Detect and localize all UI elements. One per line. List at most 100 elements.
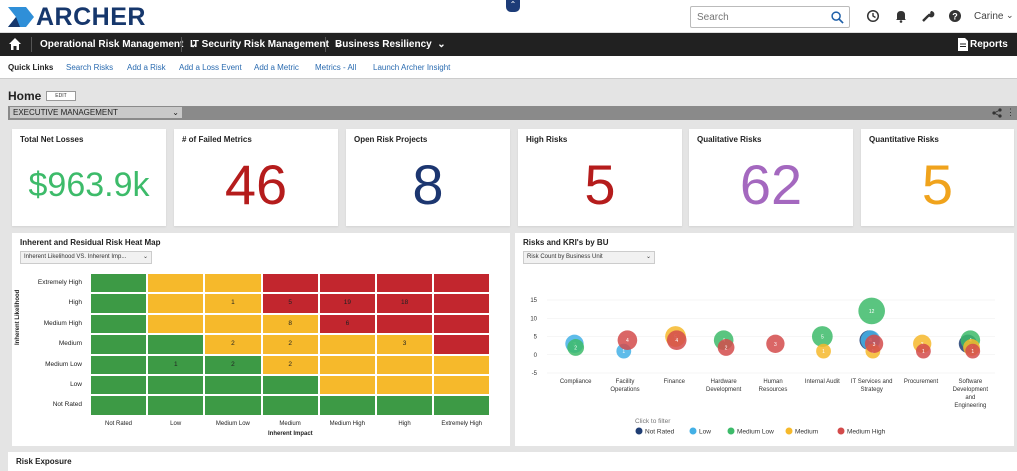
heat-map-select[interactable]: Inherent Likelihood VS. Inherent Imp... … xyxy=(20,251,152,264)
kpi-value: 46 xyxy=(224,153,288,216)
more-options-icon[interactable]: ⋮ xyxy=(1006,107,1015,117)
heat-map-cell[interactable] xyxy=(433,334,491,355)
archer-logo[interactable]: ARCHER xyxy=(8,3,146,31)
share-icon[interactable] xyxy=(992,108,1002,118)
heat-map-cell[interactable]: 2 xyxy=(204,354,262,375)
heat-map-cell[interactable] xyxy=(90,273,148,294)
quick-link-search-risks[interactable]: Search Risks xyxy=(66,63,114,72)
help-icon[interactable]: ? xyxy=(948,9,962,23)
x-tick-label: Finance xyxy=(664,379,686,385)
heat-map-cell[interactable] xyxy=(433,293,491,314)
heat-map-cell[interactable] xyxy=(318,354,376,375)
heat-map-cell[interactable] xyxy=(376,395,434,416)
heat-map-cell[interactable] xyxy=(90,334,148,355)
kpi-card-quantitative-risks[interactable]: Quantitative Risks 5 xyxy=(861,129,1014,226)
kpi-card-failed-metrics[interactable]: # of Failed Metrics 46 xyxy=(174,129,338,226)
heat-map-cell[interactable]: 18 xyxy=(376,293,434,314)
heat-map-cell[interactable] xyxy=(147,375,205,396)
heat-map-cell[interactable] xyxy=(261,273,319,294)
bubble-label: 4 xyxy=(675,338,678,344)
heat-map-cell[interactable] xyxy=(318,334,376,355)
heat-map-cell[interactable] xyxy=(433,354,491,375)
wrench-icon[interactable] xyxy=(921,9,935,23)
nav-item-it-security-risk-management[interactable]: IT Security Risk Management ⌄ xyxy=(190,33,343,56)
heat-map-cell[interactable] xyxy=(261,395,319,416)
search-input[interactable] xyxy=(691,7,821,28)
quick-links-bar: Quick Links Search Risks Add a Risk Add … xyxy=(0,56,1017,79)
heat-map-cell[interactable]: 6 xyxy=(318,313,376,335)
kpi-card-open-risk-projects[interactable]: Open Risk Projects 8 xyxy=(346,129,510,226)
x-tick-label: Procurement xyxy=(904,379,939,385)
bubble-medium-high xyxy=(766,334,785,353)
heat-map-cell[interactable] xyxy=(376,273,434,294)
heat-map-cell[interactable]: 2 xyxy=(261,354,319,375)
user-menu-chevron-icon[interactable]: ⌄ xyxy=(1006,10,1014,20)
heat-map-cell[interactable] xyxy=(147,395,205,416)
heat-map-cell[interactable] xyxy=(147,334,205,355)
heat-map-row-label: Medium High xyxy=(43,319,82,327)
heat-map-cell[interactable] xyxy=(433,375,491,396)
heat-map-cell[interactable] xyxy=(90,395,148,416)
nav-item-business-resiliency[interactable]: Business Resiliency ⌄ xyxy=(335,33,446,56)
bubble-medium xyxy=(816,343,831,359)
heat-map-cell[interactable] xyxy=(318,273,376,294)
heat-map-cell[interactable]: 19 xyxy=(318,293,376,314)
kpi-card-qualitative-risks[interactable]: Qualitative Risks 62 xyxy=(689,129,853,226)
bubble-chart-select[interactable]: Risk Count by Business Unit ⌄ xyxy=(523,251,655,264)
heat-map-cell[interactable]: 8 xyxy=(261,313,319,335)
reports-link[interactable]: Reports xyxy=(970,39,1008,50)
quick-link-add-a-loss-event[interactable]: Add a Loss Event xyxy=(179,63,242,72)
heat-map-cell[interactable] xyxy=(433,273,491,294)
quick-link-add-a-risk[interactable]: Add a Risk xyxy=(127,63,166,72)
search-box[interactable] xyxy=(690,6,850,28)
heat-map-cell[interactable]: 5 xyxy=(261,293,319,314)
heat-map-cell[interactable] xyxy=(318,375,376,396)
heat-map-cell[interactable] xyxy=(90,293,148,314)
search-icon[interactable] xyxy=(831,11,844,24)
nav-item-operational-risk-management[interactable]: Operational Risk Management ⌄ xyxy=(40,33,197,56)
heat-map-cell[interactable]: 3 xyxy=(376,334,434,355)
collapse-header-button[interactable]: ⌃ xyxy=(506,0,520,12)
home-icon[interactable] xyxy=(8,37,22,51)
heat-map-cell[interactable] xyxy=(376,375,434,396)
edit-button[interactable]: EDIT xyxy=(46,91,76,101)
bubble-medium-high xyxy=(666,330,687,350)
kpi-card-total-net-losses[interactable]: Total Net Losses $963.9k xyxy=(12,129,166,226)
heat-map-cell[interactable]: 1 xyxy=(204,293,262,314)
quick-link-metrics-all[interactable]: Metrics - All xyxy=(315,63,357,72)
history-icon[interactable] xyxy=(866,9,880,23)
kpi-card-high-risks[interactable]: High Risks 5 xyxy=(518,129,682,226)
heat-map-cell[interactable] xyxy=(204,273,262,294)
kpi-value: 62 xyxy=(739,153,803,216)
dashboard-select[interactable]: EXECUTIVE MANAGEMENT ⌄ xyxy=(10,107,182,118)
heat-map-cell[interactable] xyxy=(147,293,205,314)
heat-map-cell[interactable] xyxy=(147,273,205,294)
heat-map-cell[interactable] xyxy=(147,313,205,335)
bubble-label: 1 xyxy=(971,349,974,355)
notifications-bell-icon[interactable] xyxy=(894,9,908,23)
heat-map-cell[interactable] xyxy=(204,375,262,396)
heat-map-cell[interactable] xyxy=(90,313,148,335)
legend-marker xyxy=(837,427,845,435)
quick-link-launch-archer-insight[interactable]: Launch Archer Insight xyxy=(373,63,451,72)
heat-map-cell[interactable] xyxy=(376,313,434,335)
nav-item-label: Business Resiliency xyxy=(335,39,432,50)
heat-map-cell[interactable]: 1 xyxy=(147,354,205,375)
heat-map-cell[interactable] xyxy=(204,395,262,416)
heat-map-cell[interactable]: 2 xyxy=(204,334,262,355)
heat-map-cell[interactable] xyxy=(204,313,262,335)
x-tick-label: Development xyxy=(953,387,989,393)
user-name[interactable]: Carine xyxy=(974,11,1004,22)
heat-map-cell[interactable] xyxy=(90,354,148,375)
heat-map-cell[interactable] xyxy=(433,395,491,416)
heat-map-cell[interactable] xyxy=(433,313,491,335)
heat-map-cell[interactable] xyxy=(90,375,148,396)
reports-icon[interactable] xyxy=(958,38,968,51)
heat-map-cell[interactable] xyxy=(318,395,376,416)
heat-map-cell[interactable] xyxy=(261,375,319,396)
heat-map-cell[interactable]: 2 xyxy=(261,334,319,355)
heat-map-cell[interactable] xyxy=(376,354,434,375)
nav-separator xyxy=(325,37,326,52)
nav-item-label: IT Security Risk Management xyxy=(190,39,329,50)
quick-link-add-a-metric[interactable]: Add a Metric xyxy=(254,63,299,72)
